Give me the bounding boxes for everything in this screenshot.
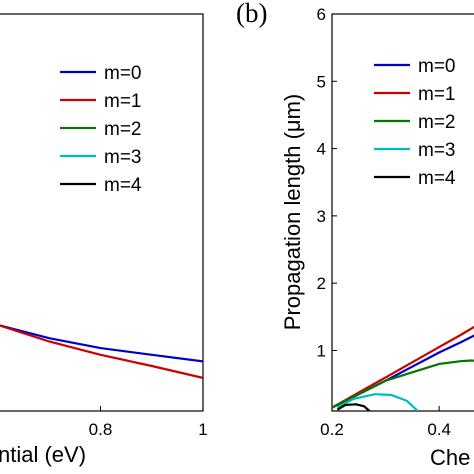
panel-b-letter: (b)	[236, 0, 267, 28]
legend-label: m=1	[418, 84, 456, 105]
series-line-m1	[0, 324, 203, 379]
x-tick-label: 0.8	[89, 420, 113, 439]
series-line-m1	[332, 325, 474, 409]
series-line-m3	[336, 393, 419, 411]
panel-b: (b) 1 2 3 4 5 6 0.2 0.4 m=0 m=1 m=2 m=3 m=4 Propag…	[236, 0, 474, 470]
panel-a-frame	[0, 13, 204, 412]
panel-a-xlabel: ntial (eV)	[0, 442, 86, 467]
y-tick-label: 6	[317, 5, 326, 24]
panel-b-ylabel: Propagation length (μm)	[280, 94, 305, 330]
x-tick-label: 0.2	[320, 420, 344, 439]
legend-label: m=2	[418, 112, 456, 133]
legend-label: m=0	[104, 63, 142, 84]
panel-b-frame	[331, 13, 474, 412]
panel-b-xlabel: Che	[430, 445, 470, 470]
legend-label: m=4	[104, 175, 142, 196]
series-line-m0	[0, 324, 203, 363]
panel-a-series	[0, 324, 203, 379]
legend-label: m=4	[418, 168, 456, 189]
series-line-m2	[332, 359, 474, 409]
y-tick-label: 5	[317, 72, 326, 91]
y-tick-label: 2	[317, 274, 326, 293]
panel-b-yticks: 1 2 3 4 5 6	[317, 5, 337, 360]
panel-a-legend: m=0 m=1 m=2 m=3 m=4	[60, 63, 142, 196]
panel-a-xticks: 0.8 1	[89, 406, 208, 439]
legend-label: m=3	[418, 140, 456, 161]
panel-b-xticks: 0.2 0.4	[320, 406, 451, 439]
y-tick-label: 4	[317, 140, 326, 159]
series-line-m4	[336, 403, 371, 411]
y-tick-label: 3	[317, 207, 326, 226]
x-tick-label: 0.4	[427, 420, 451, 439]
x-tick-label: 1	[198, 420, 207, 439]
legend-label: m=3	[104, 147, 142, 168]
y-tick-label: 1	[317, 341, 326, 360]
panel-b-legend: m=0 m=1 m=2 m=3 m=4	[374, 56, 456, 189]
panel-a: 0.8 1 m=0m=1m=2m=3m=4 ntial (eV)	[0, 13, 208, 467]
legend-label: m=0	[418, 56, 456, 77]
legend-label: m=2	[104, 119, 142, 140]
legend-label: m=1	[104, 91, 142, 112]
panel-b-series	[332, 325, 474, 411]
